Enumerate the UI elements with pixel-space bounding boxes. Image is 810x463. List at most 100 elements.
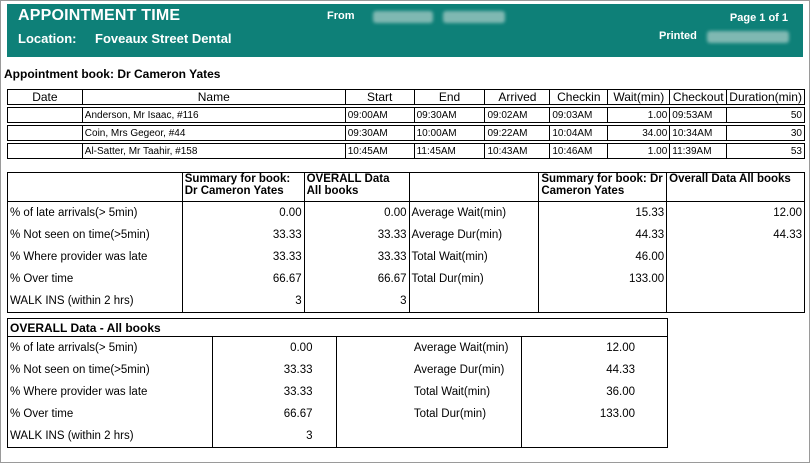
col-header-end: End [413,89,486,105]
metric-overall-value: 3 [304,290,410,313]
col-header-checkout: Checkout [669,89,728,105]
metric-book-value: 33.33 [182,224,305,246]
summary-header-row: Summary for book: Dr Cameron Yates OVERA… [7,172,805,202]
metric-overall-value: 33.33 [304,224,410,246]
cell-start: 09:00AM [344,107,415,123]
metric-overall-value: 33.33 [304,246,410,268]
overall-metric-label: % Not seen on time(>5min) [7,359,213,381]
overall-row: % of late arrivals(> 5min) 0.00 Average … [7,336,668,359]
metric-label-2: Average Wait(min) [409,201,540,224]
overall-metric-label: % Over time [7,403,213,425]
from-label: From [327,10,355,22]
metric-label: % Not seen on time(>5min) [7,224,183,246]
summary-overall-heading: OVERALL Data All books [304,172,410,202]
overall-metric-value: 3 [212,425,338,448]
overall-metric-label-2: Average Dur(min) [411,359,523,381]
metric-label-2: Total Dur(min) [409,268,540,290]
cell-checkin: 10:04AM [549,125,609,141]
table-row: Al-Satter, Mr Taahir, #158 10:45AM 11:45… [7,143,805,159]
overall-metric-value-2: 44.33 [521,359,668,381]
cell-date [7,125,83,141]
overall-metric-label-2: Total Dur(min) [411,403,523,425]
printed-label: Printed [659,30,697,42]
cell-start: 09:30AM [344,125,415,141]
col-header-name: Name [81,89,346,105]
location-label: Location: [18,31,77,46]
redacted-from-date [373,11,433,23]
cell-checkin: 10:46AM [549,143,609,159]
overall-table: OVERALL Data - All books % of late arriv… [7,318,668,448]
metric-overall-value-2: 44.33 [666,224,805,246]
redacted-printed-date [707,31,789,43]
overall-metric-label: WALK INS (within 2 hrs) [7,425,213,448]
cell-wait: 34.00 [607,125,671,141]
overall-metric-value-2: 133.00 [521,403,668,425]
cell-name: Al-Satter, Mr Taahir, #158 [81,143,346,159]
metric-book-value: 0.00 [182,201,305,224]
cell-date [7,143,83,159]
cell-end: 11:45AM [413,143,486,159]
cell-duration: 53 [726,143,805,159]
cell-arrived: 09:02AM [484,107,551,123]
overall-metric-label-2: Total Wait(min) [411,381,523,403]
summary-row: % Where provider was late 33.33 33.33 To… [7,246,805,268]
cell-name: Anderson, Mr Isaac, #116 [81,107,346,123]
appointments-table: Date Name Start End Arrived Checkin Wait… [7,89,805,159]
overall-title-row: OVERALL Data - All books [7,318,668,337]
cell-duration: 50 [726,107,805,123]
book-title: Appointment book: Dr Cameron Yates [4,67,221,81]
page-indicator: Page 1 of 1 [729,12,788,24]
overall-metric-value: 33.33 [212,359,338,381]
col-header-date: Date [7,89,83,105]
cell-wait: 1.00 [607,143,671,159]
metric-overall-value: 0.00 [304,201,410,224]
cell-end: 10:00AM [413,125,486,141]
metric-book-value: 33.33 [182,246,305,268]
summary-overall-heading-2: Overall Data All books [666,172,805,202]
summary-table: Summary for book: Dr Cameron Yates OVERA… [7,172,805,313]
table-row: Coin, Mrs Gegeor, #44 09:30AM 10:00AM 09… [7,125,805,141]
table-row: Anderson, Mr Isaac, #116 09:00AM 09:30AM… [7,107,805,123]
cell-checkout: 09:53AM [669,107,728,123]
cell-arrived: 09:22AM [484,125,551,141]
summary-row: % of late arrivals(> 5min) 0.00 0.00 Ave… [7,201,805,224]
metric-label: % Over time [7,268,183,290]
cell-end: 09:30AM [413,107,486,123]
report-header: APPOINTMENT TIME Location: Foveaux Stree… [7,4,803,57]
overall-metric-value-2: 36.00 [521,381,668,403]
overall-row: % Over time 66.67 Total Dur(min) 133.00 [7,403,668,425]
col-header-start: Start [344,89,415,105]
overall-metric-value-2: 12.00 [521,336,668,359]
overall-metric-label-2: Average Wait(min) [411,336,523,359]
metric-label: % of late arrivals(> 5min) [7,201,183,224]
col-header-duration: Duration(min) [726,89,805,105]
metric-overall-value-2 [666,246,805,268]
overall-metric-label: % of late arrivals(> 5min) [7,336,213,359]
summary-book-heading-2: Summary for book: Dr Cameron Yates [538,172,668,202]
metric-book-value-2: 46.00 [538,246,668,268]
location-value: Foveaux Street Dental [95,31,232,46]
cell-checkout: 10:34AM [669,125,728,141]
overall-metric-label-2 [411,425,523,448]
metric-book-value: 66.67 [182,268,305,290]
overall-title: OVERALL Data - All books [7,318,668,337]
overall-row: % Where provider was late 33.33 Total Wa… [7,381,668,403]
metric-label-2: Average Dur(min) [409,224,540,246]
redacted-to-date [443,11,505,23]
metric-overall-value-2 [666,290,805,313]
overall-row: WALK INS (within 2 hrs) 3 [7,425,668,448]
overall-metric-label: % Where provider was late [7,381,213,403]
metric-overall-value-2 [666,268,805,290]
summary-book-heading: Summary for book: Dr Cameron Yates [182,172,305,202]
report-title: APPOINTMENT TIME [18,7,181,24]
metric-book-value-2: 15.33 [538,201,668,224]
col-header-arrived: Arrived [484,89,551,105]
metric-overall-value: 66.67 [304,268,410,290]
cell-start: 10:45AM [344,143,415,159]
overall-metric-value: 0.00 [212,336,338,359]
metric-book-value-2: 44.33 [538,224,668,246]
metric-book-value: 3 [182,290,305,313]
cell-duration: 30 [726,125,805,141]
metric-book-value-2 [538,290,668,313]
cell-wait: 1.00 [607,107,671,123]
